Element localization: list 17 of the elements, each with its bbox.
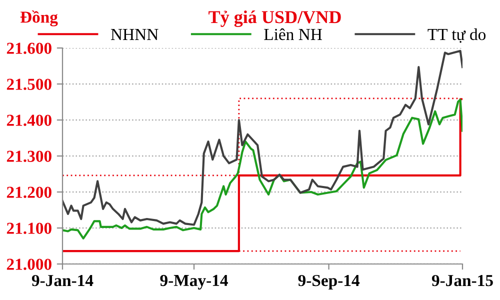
y-tick-label: 21.500 (6, 78, 52, 90)
y-tick-label: 21.000 (6, 258, 52, 270)
x-tick-label: 9-Sep-14 (298, 274, 360, 290)
y-tick-label: 21.400 (6, 114, 52, 126)
x-tick-label: 9-Jan-15 (432, 274, 493, 286)
x-tick-label: 9-Jan-14 (32, 274, 94, 286)
y-axis-title: Đồng (20, 10, 58, 26)
y-tick-label: 21.300 (6, 150, 52, 162)
line-series (62, 50, 462, 226)
x-tick-label: 9-May-14 (160, 274, 228, 290)
y-tick-label: 21.600 (6, 42, 52, 54)
legend-label: Liên NH (264, 28, 322, 40)
y-tick-label: 21.100 (6, 222, 52, 234)
legend-label: TT tự do (428, 28, 486, 43)
legend-label: NHNN (110, 29, 158, 40)
chart-title: Tỷ giá USD/VND (208, 10, 341, 28)
y-tick-label: 21.200 (6, 186, 52, 198)
